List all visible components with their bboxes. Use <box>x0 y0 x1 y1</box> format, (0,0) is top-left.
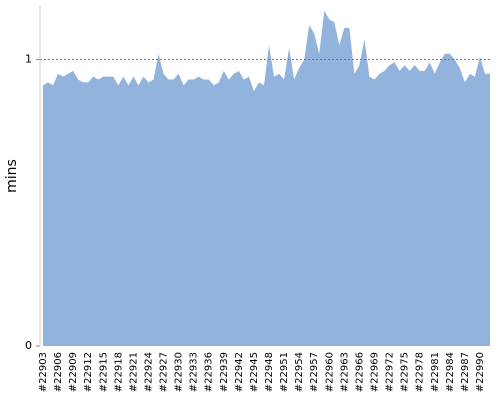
area <box>43 10 490 347</box>
x-tick-label: #22921 <box>128 352 139 392</box>
x-tick-label: #22984 <box>445 352 456 392</box>
x-tick-label: #22969 <box>369 352 380 392</box>
x-tick-label: #22966 <box>354 352 365 392</box>
x-tick-label: #22960 <box>324 352 335 392</box>
x-tick-label: #22987 <box>460 352 471 392</box>
x-tick-label: #22930 <box>174 352 185 392</box>
x-tick-label: #22951 <box>279 352 290 392</box>
x-tick-label: #22990 <box>475 352 486 392</box>
x-tick-label: #22927 <box>159 352 170 392</box>
x-tick-label: #22936 <box>204 352 215 392</box>
x-tick-label: #22924 <box>143 352 154 392</box>
x-tick-label: #22939 <box>219 352 230 392</box>
x-tick-label: #22918 <box>113 352 124 392</box>
x-tick-label: #22909 <box>68 352 79 392</box>
x-tick-label: #22906 <box>53 352 64 392</box>
x-tick-label: #22912 <box>83 352 94 392</box>
x-tick-label: #22942 <box>234 352 245 392</box>
x-tick-label: #22978 <box>415 352 426 392</box>
x-tick-label: #22915 <box>98 352 109 392</box>
y-tick-label: 1 <box>25 52 32 65</box>
x-tick-label: #22975 <box>400 352 411 392</box>
x-tick-label: #22903 <box>38 352 49 392</box>
x-tick-label: #22957 <box>309 352 320 392</box>
x-tick-label: #22981 <box>430 352 441 392</box>
x-tick-label: #22963 <box>339 352 350 392</box>
y-axis-label: mins <box>4 159 20 193</box>
y-tick-label: 0 <box>25 339 32 352</box>
x-tick-label: #22948 <box>264 352 275 392</box>
x-tick-label: #22972 <box>385 352 396 392</box>
x-tick-label: #22933 <box>189 352 200 392</box>
x-tick-label: #22945 <box>249 352 260 392</box>
x-tick-label: #22954 <box>294 352 305 392</box>
